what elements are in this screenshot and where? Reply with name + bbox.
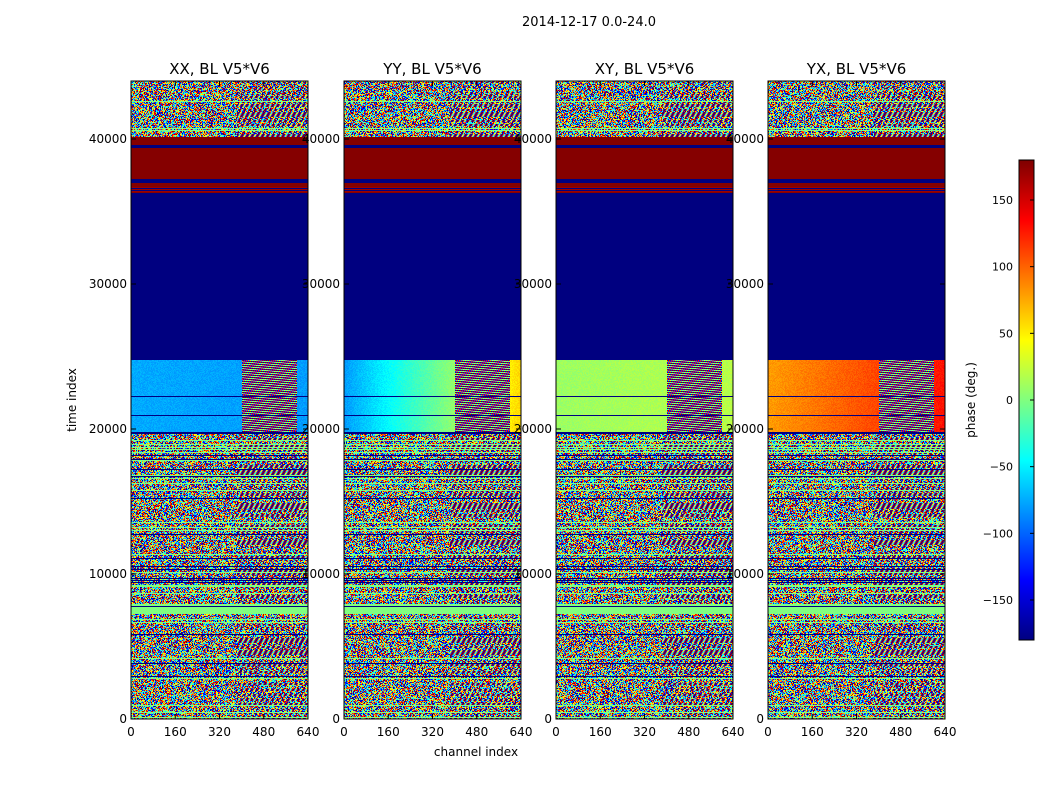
y-axis-label: time index xyxy=(65,368,79,432)
y-tick-label: 10000 xyxy=(726,567,764,581)
x-tick-label: 320 xyxy=(421,725,444,739)
x-tick-label: 160 xyxy=(589,725,612,739)
y-tick-label: 20000 xyxy=(514,422,552,436)
x-tick-label: 480 xyxy=(465,725,488,739)
heatmap-panel-4 xyxy=(768,81,945,719)
y-tick-label: 0 xyxy=(332,712,340,726)
y-tick-label: 40000 xyxy=(726,132,764,146)
x-tick-label: 0 xyxy=(127,725,135,739)
y-tick-label: 10000 xyxy=(302,567,340,581)
x-tick-label: 480 xyxy=(677,725,700,739)
colorbar: −150 −100 −50 0 50 100 150 xyxy=(983,159,1035,641)
x-tick-label: 480 xyxy=(252,725,275,739)
x-tick-label: 160 xyxy=(164,725,187,739)
y-tick-label: 10000 xyxy=(89,567,127,581)
panel-frame-4 xyxy=(767,80,946,720)
y-tick-label: 30000 xyxy=(89,277,127,291)
colorbar-tick-label: −50 xyxy=(990,461,1013,474)
x-tick-label: 480 xyxy=(889,725,912,739)
panel-title-3: XY, BL V5*V6 xyxy=(595,60,695,78)
colorbar-tick-label: 100 xyxy=(992,261,1013,274)
colorbar-tick-label: 50 xyxy=(999,327,1013,340)
y-tick-label: 30000 xyxy=(726,277,764,291)
x-tick-label: 640 xyxy=(510,725,533,739)
y-tick-label: 40000 xyxy=(514,132,552,146)
y-tick-label: 20000 xyxy=(302,422,340,436)
x-tick-label: 320 xyxy=(633,725,656,739)
y-tick-label: 0 xyxy=(119,712,127,726)
x-tick-label: 0 xyxy=(340,725,348,739)
y-tick-label: 10000 xyxy=(514,567,552,581)
panels-layer: XX, BL V5*V6 0 160 320 480 640 0 10000 20000 3000… xyxy=(89,60,957,739)
x-tick-label: 0 xyxy=(552,725,560,739)
y-tick-label: 20000 xyxy=(726,422,764,436)
y-tick-label: 0 xyxy=(756,712,764,726)
colorbar-tick-label: −150 xyxy=(983,594,1013,607)
x-tick-label: 640 xyxy=(722,725,745,739)
y-tick-label: 20000 xyxy=(89,422,127,436)
y-tick-label: 30000 xyxy=(514,277,552,291)
colorbar-tick-label: 150 xyxy=(992,194,1013,207)
panel-title-4: YX, BL V5*V6 xyxy=(806,60,907,78)
x-tick-label: 320 xyxy=(208,725,231,739)
x-axis-label: channel index xyxy=(434,745,518,759)
x-tick-label: 320 xyxy=(845,725,868,739)
panel-title-1: XX, BL V5*V6 xyxy=(169,60,270,78)
colorbar-gradient xyxy=(1019,160,1034,640)
y-tick-label: 40000 xyxy=(89,132,127,146)
heatmap-panel-3 xyxy=(556,81,733,719)
colorbar-tick-label: 0 xyxy=(1006,394,1013,407)
panel-frame-2 xyxy=(343,80,522,720)
colorbar-label: phase (deg.) xyxy=(964,362,978,438)
x-tick-label: 640 xyxy=(934,725,957,739)
heatmap-panel-2 xyxy=(344,81,521,719)
x-tick-label: 160 xyxy=(377,725,400,739)
figure-suptitle: 2014-12-17 0.0-24.0 xyxy=(522,15,656,30)
y-tick-label: 40000 xyxy=(302,132,340,146)
colorbar-tick-label: −100 xyxy=(983,527,1013,540)
panel-title-2: YY, BL V5*V6 xyxy=(382,60,481,78)
x-tick-label: 160 xyxy=(801,725,824,739)
panel-frame-3 xyxy=(555,80,734,720)
y-tick-label: 0 xyxy=(544,712,552,726)
x-tick-label: 640 xyxy=(297,725,320,739)
y-tick-label: 30000 xyxy=(302,277,340,291)
panel-frame-1 xyxy=(130,80,309,720)
heatmap-panel-1 xyxy=(131,81,308,719)
x-tick-label: 0 xyxy=(764,725,772,739)
